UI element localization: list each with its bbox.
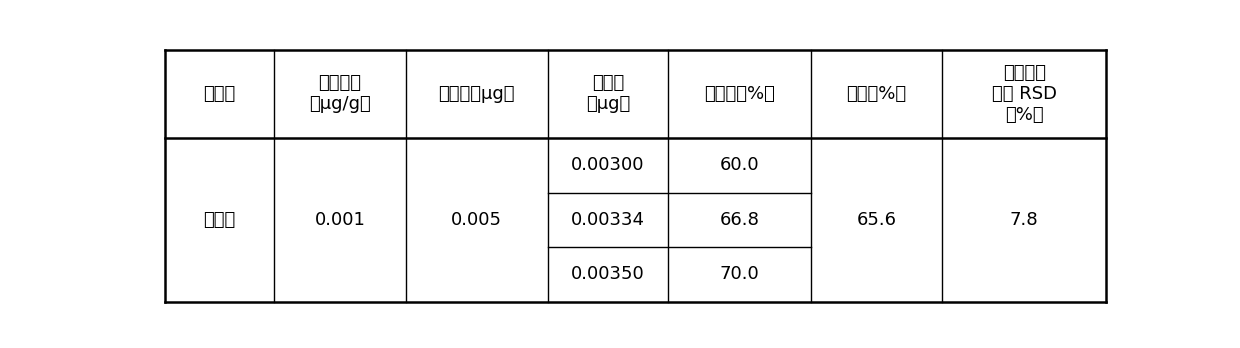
Text: 添加浓度
（μg/g）: 添加浓度 （μg/g）	[309, 74, 371, 113]
Text: 回收率（%）: 回收率（%）	[704, 85, 775, 103]
Text: 65.6: 65.6	[857, 211, 897, 229]
Text: 0.00334: 0.00334	[572, 211, 645, 229]
Text: 0.001: 0.001	[315, 211, 366, 229]
Text: 0.00350: 0.00350	[572, 266, 645, 283]
Text: 66.8: 66.8	[719, 211, 759, 229]
Text: 0.00300: 0.00300	[572, 156, 645, 174]
Text: 相对标准
偏差 RSD
（%）: 相对标准 偏差 RSD （%）	[992, 64, 1056, 124]
Text: 三环唑: 三环唑	[203, 211, 236, 229]
Text: 均值（%）: 均值（%）	[847, 85, 906, 103]
Text: 70.0: 70.0	[719, 266, 759, 283]
Text: 添加量（μg）: 添加量（μg）	[439, 85, 515, 103]
Text: 化合物: 化合物	[203, 85, 236, 103]
Text: 回收量
（μg）: 回收量 （μg）	[587, 74, 630, 113]
Text: 7.8: 7.8	[1009, 211, 1039, 229]
Text: 0.005: 0.005	[451, 211, 502, 229]
Text: 60.0: 60.0	[719, 156, 759, 174]
